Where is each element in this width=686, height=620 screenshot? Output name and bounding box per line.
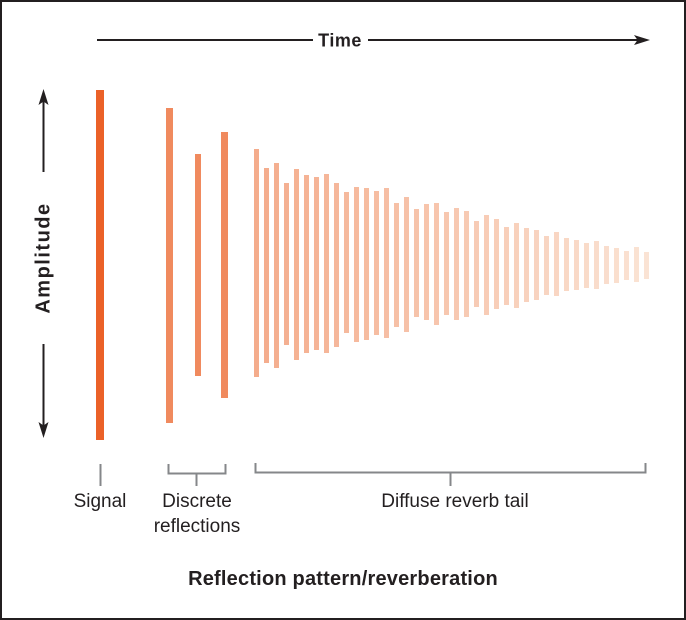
- tail-bar: [274, 163, 279, 368]
- tail-bar: [504, 227, 509, 305]
- tail-bar: [564, 238, 569, 291]
- tail-bar: [304, 175, 309, 353]
- tail-bar: [334, 183, 339, 347]
- tail-bar: [294, 169, 299, 360]
- tail-bar: [544, 236, 549, 295]
- tail-bar: [354, 187, 359, 342]
- figure-title: Reflection pattern/reverberation: [188, 568, 498, 590]
- tail-bar: [324, 174, 329, 353]
- annotation-brackets: [99, 463, 647, 486]
- tail-bar: [574, 240, 579, 290]
- tail-bar: [314, 177, 319, 350]
- tail-bar: [374, 191, 379, 335]
- time-axis-label: Time: [318, 31, 362, 51]
- signal-bar: [96, 90, 104, 440]
- discrete-reflections-bracket: [167, 464, 227, 486]
- signal-label: Signal: [74, 491, 127, 512]
- amplitude-arrowhead-up-icon: [38, 89, 49, 105]
- tail-bar: [444, 212, 449, 315]
- tail-bar: [604, 246, 609, 284]
- time-axis: Time: [97, 31, 650, 51]
- tail-bar: [344, 192, 349, 333]
- diffuse-tail-bracket: [254, 463, 647, 486]
- tail-bar: [364, 188, 369, 340]
- tail-bar: [264, 168, 269, 363]
- tail-bar: [584, 243, 589, 288]
- tail-bar: [554, 232, 559, 296]
- amplitude-axis-label: Amplitude: [33, 202, 55, 313]
- tail-bar: [394, 203, 399, 327]
- bars-layer: [96, 90, 649, 440]
- tail-bar: [634, 247, 639, 282]
- tail-bar: [424, 204, 429, 320]
- discrete-reflections-label-line2: reflections: [154, 516, 241, 537]
- tail-bar: [414, 209, 419, 317]
- discrete-reflections-label-line1: Discrete: [162, 491, 232, 512]
- tail-bar: [454, 208, 459, 320]
- reflection-bar: [195, 154, 201, 376]
- tail-bar: [534, 230, 539, 300]
- tail-bar: [284, 183, 289, 345]
- tail-bar: [624, 251, 629, 280]
- captions: Signal Discrete reflections Diffuse reve…: [74, 491, 529, 590]
- amplitude-arrowhead-down-icon: [38, 422, 49, 438]
- time-arrowhead-icon: [634, 35, 650, 45]
- tail-bar: [254, 149, 259, 377]
- tail-bar: [614, 248, 619, 283]
- reflection-bar: [221, 132, 228, 398]
- tail-bar: [434, 203, 439, 325]
- tail-bar: [384, 188, 389, 338]
- tail-bar: [514, 223, 519, 308]
- tail-bar: [484, 215, 489, 315]
- tail-bar: [474, 221, 479, 307]
- tail-bar: [524, 228, 529, 302]
- amplitude-axis: Amplitude: [33, 89, 55, 438]
- tail-bar: [494, 219, 499, 309]
- tail-bar: [594, 241, 599, 289]
- diffuse-reverb-tail-label: Diffuse reverb tail: [381, 491, 529, 512]
- tail-bar: [464, 211, 469, 317]
- tail-bar: [644, 252, 649, 279]
- reflection-bar: [166, 108, 173, 423]
- tail-bar: [404, 197, 409, 332]
